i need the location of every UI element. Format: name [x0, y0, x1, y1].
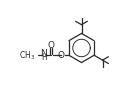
- Text: O: O: [58, 51, 65, 60]
- Text: N: N: [40, 49, 47, 58]
- Text: H: H: [41, 53, 47, 62]
- Text: O: O: [48, 41, 55, 50]
- Text: CH$_3$: CH$_3$: [19, 49, 35, 62]
